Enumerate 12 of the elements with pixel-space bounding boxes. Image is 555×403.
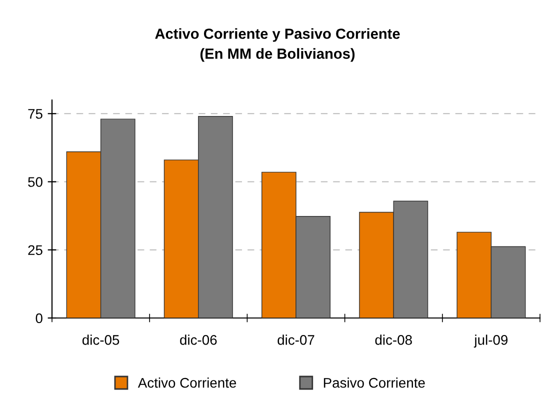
y-tick-label: 25 bbox=[28, 245, 42, 256]
x-tick-label: dic-08 bbox=[375, 334, 412, 345]
legend-label: Pasivo Corriente bbox=[324, 378, 425, 388]
x-tick-label: dic-05 bbox=[82, 334, 120, 345]
x-tick-label: dic-06 bbox=[180, 334, 217, 345]
y-tick-label: 50 bbox=[28, 177, 42, 187]
legend-label: Activo Corriente bbox=[138, 378, 236, 388]
y-tick-label: 0 bbox=[36, 313, 42, 324]
y-tick-label: 75 bbox=[28, 109, 42, 119]
x-tick-label: dic-07 bbox=[278, 334, 314, 345]
x-tick-label: jul-09 bbox=[474, 334, 508, 348]
chart-title: Activo Corriente y Pasivo Corriente (En MM de Bolivianos) bbox=[155, 28, 400, 62]
